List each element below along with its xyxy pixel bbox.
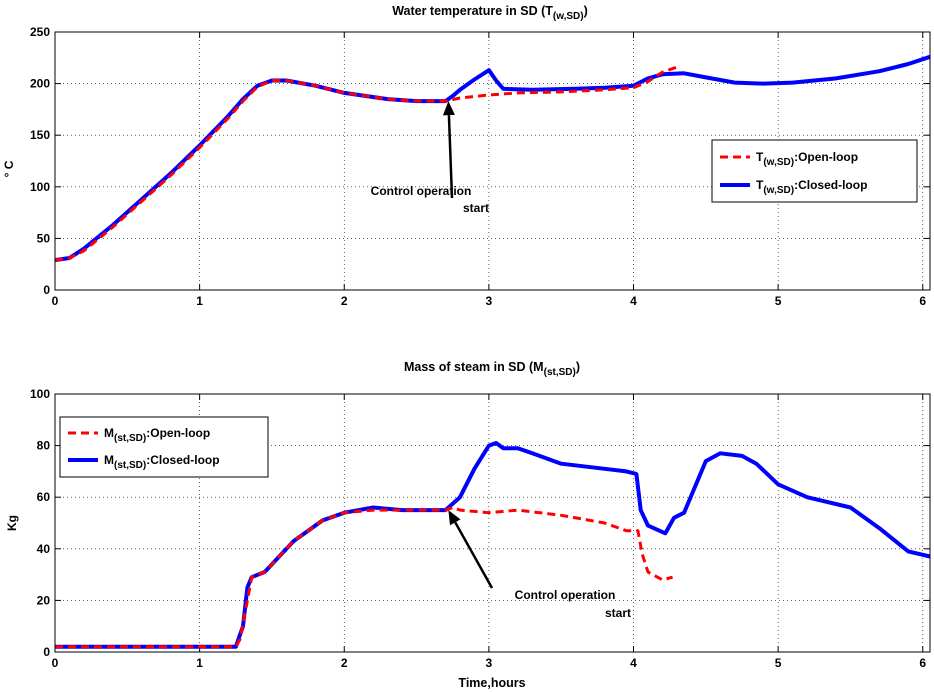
x-tick-label: 4 [630, 656, 637, 670]
annotation-arrow-shaft [454, 521, 494, 589]
y-tick-label: 0 [43, 645, 50, 659]
legend: T(w,SD):Open-loop T(w,SD):Closed-loop [711, 139, 918, 203]
x-tick-label: 1 [196, 294, 203, 308]
y-tick-label: 20 [37, 593, 51, 607]
x-axis-label: Time,hours [458, 676, 525, 690]
y-tick-label: 60 [37, 490, 51, 504]
x-tick-label: 5 [775, 294, 782, 308]
y-axis-label: ° C [2, 160, 16, 177]
legend-box [711, 139, 918, 203]
annotation: Control operation start [448, 510, 631, 620]
y-tick-label: 200 [30, 77, 50, 91]
series-group [55, 441, 931, 649]
series-group [54, 54, 931, 263]
plot-frame [54, 31, 931, 291]
x-tick-label: 5 [775, 656, 782, 670]
annotation: Control operation start [371, 101, 489, 215]
legend-label-closed-loop: T(w,SD):Closed-loop [756, 178, 867, 196]
x-tick-label: 4 [630, 294, 637, 308]
grid [55, 394, 930, 652]
x-tick-label: 6 [919, 294, 926, 308]
annotation-text-line-2: start [605, 606, 631, 620]
y-tick-label: 250 [30, 25, 50, 39]
x-tick-label: 1 [196, 656, 203, 670]
y-tick-label: 80 [37, 439, 51, 453]
x-tick-label: 0 [52, 656, 59, 670]
annotation-arrow-shaft [447, 115, 454, 199]
y-tick-label: 0 [43, 283, 50, 297]
y-axis-label: Kg [5, 515, 19, 531]
y-tick-label: 40 [37, 542, 51, 556]
legend-box [59, 416, 269, 478]
legend: M(st,SD):Open-loop M(st,SD):Closed-loop [59, 416, 269, 478]
annotation-text-line-1: Control operation [515, 588, 616, 602]
annotation-arrow-head [448, 510, 461, 526]
x-tick-label: 2 [341, 294, 348, 308]
x-tick-label: 2 [341, 656, 348, 670]
annotation-text-line-1: Control operation [371, 184, 472, 198]
temperature-chart: Water temperature in SD (T(w,SD)) 0 1 2 3 4 5… [2, 4, 931, 308]
chart-title: Mass of steam in SD (M(st,SD)) [404, 360, 580, 378]
annotation-text-line-2: start [463, 201, 489, 215]
y-tick-label: 50 [37, 231, 51, 245]
y-tick-label: 150 [30, 128, 50, 142]
legend-label-open-loop: T(w,SD):Open-loop [756, 150, 858, 168]
annotation-arrow-head [442, 101, 455, 116]
series-line-open-loop [54, 65, 678, 262]
chart-title: Water temperature in SD (T(w,SD)) [392, 4, 588, 22]
x-tick-label: 6 [919, 656, 926, 670]
plot-frame [54, 393, 931, 653]
legend-label-closed-loop: M(st,SD):Closed-loop [104, 453, 220, 471]
y-tick-label: 100 [30, 180, 50, 194]
steam-mass-chart: Mass of steam in SD (M(st,SD)) 0 1 2 3 4 5 602… [5, 360, 931, 690]
series-line-closed-loop [54, 54, 931, 263]
x-tick-label: 3 [486, 294, 493, 308]
x-tick-label: 0 [52, 294, 59, 308]
y-tick-label: 100 [30, 387, 50, 401]
legend-label-open-loop: M(st,SD):Open-loop [104, 426, 210, 444]
x-tick-label: 3 [486, 656, 493, 670]
